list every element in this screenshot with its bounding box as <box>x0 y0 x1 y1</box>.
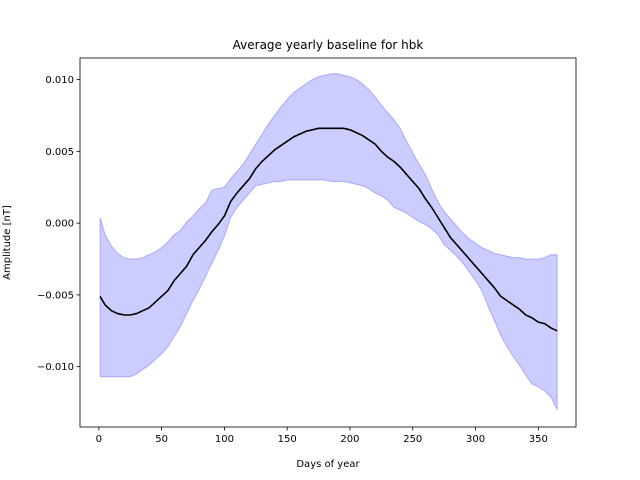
x-axis: 0 50 100 150 200 250 300 350 <box>96 427 548 445</box>
x-tick-label: 250 <box>403 434 422 445</box>
y-tick-label: 0.005 <box>45 147 74 158</box>
x-tick-label: 100 <box>215 434 234 445</box>
x-tick-label: 0 <box>96 434 102 445</box>
plot-area <box>99 73 558 410</box>
x-tick-label: 50 <box>155 434 168 445</box>
y-tick-label: 0.000 <box>45 219 74 230</box>
std-band <box>99 73 558 410</box>
x-tick-label: 350 <box>529 434 548 445</box>
x-axis-label: Days of year <box>296 459 360 470</box>
y-tick-label: −0.005 <box>37 290 74 301</box>
x-tick-label: 300 <box>466 434 485 445</box>
y-axis-label: Amplitude [nT] <box>2 205 13 280</box>
y-tick-label: −0.010 <box>37 362 74 373</box>
y-axis: −0.010 −0.005 0.000 0.005 0.010 <box>37 75 80 373</box>
axes-frame <box>79 57 577 428</box>
mean-line <box>99 127 558 332</box>
chart-title: Average yearly baseline for hbk <box>233 38 424 52</box>
y-tick-label: 0.010 <box>45 75 74 86</box>
x-tick-label: 150 <box>278 434 297 445</box>
x-tick-label: 200 <box>340 434 359 445</box>
